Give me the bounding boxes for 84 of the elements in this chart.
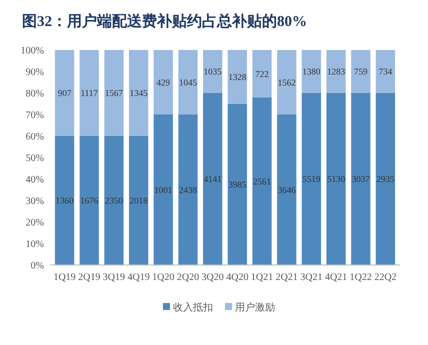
bar [203,50,222,93]
annotation: 4141 [204,174,222,184]
y-tick-label: 80% [26,88,44,100]
y-tick-label: 60% [26,132,44,142]
bar [376,93,396,265]
bar [326,93,346,265]
annotation: 1328 [228,72,247,82]
x-tick-label: 3Q20 [202,272,224,283]
bar [178,50,198,114]
bar [351,50,370,93]
y-tick-label: 90% [26,67,44,78]
legend-label: 收入抵扣 [173,302,213,314]
bar [277,114,296,265]
annotation: 2935 [376,174,395,184]
annotation: 722 [255,68,269,79]
x-tick-label: 3Q19 [102,272,126,283]
bar [154,50,173,114]
bar [252,50,272,98]
annotation: 5130 [327,174,346,184]
bar [154,114,173,265]
bar [302,93,322,265]
bar [228,104,247,265]
y-tick-label: 30% [26,196,44,207]
annotation: 3037 [352,174,370,184]
annotation: 1035 [204,66,222,77]
x-tick-label: 2Q19 [78,272,100,283]
bar [54,136,74,265]
chart-title: 图32：用户端配送费补贴约占总补贴的80% [22,12,307,30]
annotation: 759 [354,66,368,77]
bar [54,50,74,136]
x-tick-label: 2Q20 [176,272,200,283]
x-tick-label: 3Q21 [300,272,323,283]
y-tick-label: 70% [26,110,44,121]
bar [104,50,124,136]
annotation: 1360 [56,196,74,206]
annotation: 2438 [178,184,198,195]
annotation: 1380 [302,66,321,77]
bar [252,97,272,265]
annotation: 1045 [178,77,198,88]
bar [376,50,396,93]
x-tick-label: 22Q2 [374,272,397,283]
y-tick-label: 100% [20,46,44,56]
annotation: 1567 [104,88,124,98]
y-tick-label: 50% [26,153,44,164]
bar [228,50,247,104]
x-tick-label: 1Q21 [250,272,274,283]
annotation: 1283 [327,66,346,77]
bar [351,93,370,265]
annotation: 3985 [228,180,247,190]
x-tick-label: 1Q20 [152,272,174,283]
legend-label: 用户激励 [235,302,275,314]
bar [203,93,222,265]
x-tick-label: 1Q22 [350,272,372,283]
annotation: 1676 [80,196,99,206]
annotation: 1001 [154,184,172,195]
bar [80,136,99,265]
x-tick-label: 4Q19 [127,272,150,283]
bar [128,50,148,136]
annotation: 907 [58,88,72,98]
y-tick-label: 40% [26,174,44,186]
bar [104,136,124,265]
x-tick-label: 4Q20 [226,272,248,283]
bar [326,50,346,93]
x-tick-label: 1Q19 [53,272,76,283]
bar [178,114,198,265]
bar [277,50,296,114]
annotation: 1562 [278,77,296,88]
bar [80,50,99,136]
annotation: 734 [378,66,393,77]
x-tick-label: 4Q21 [324,272,348,283]
y-tick-label: 20% [26,218,44,228]
annotation: 1117 [80,88,98,98]
y-tick-label: 0% [30,260,44,272]
x-tick-label: 2Q21 [276,272,298,283]
bar [302,50,322,93]
annotation: 2018 [130,196,148,206]
y-tick-label: 10% [26,239,44,250]
annotation: 3646 [278,184,296,195]
annotation: 429 [156,77,171,88]
bar [128,136,148,265]
annotation: 1345 [130,88,148,98]
annotation: 5519 [302,174,321,184]
annotation: 2561 [253,176,272,186]
annotation: 2350 [104,196,124,206]
